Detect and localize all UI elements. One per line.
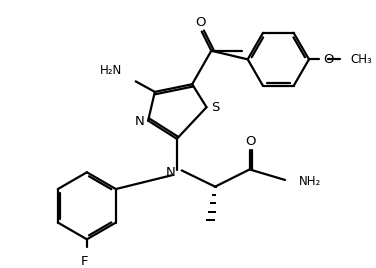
Text: F: F: [81, 255, 89, 268]
Text: S: S: [211, 101, 219, 114]
Text: NH₂: NH₂: [299, 175, 321, 188]
Text: N: N: [135, 115, 144, 128]
Text: O: O: [196, 16, 206, 29]
Text: O: O: [245, 135, 256, 148]
Text: N: N: [165, 166, 175, 179]
Text: O: O: [323, 53, 334, 66]
Text: CH₃: CH₃: [350, 53, 372, 66]
Text: H₂N: H₂N: [100, 64, 122, 77]
